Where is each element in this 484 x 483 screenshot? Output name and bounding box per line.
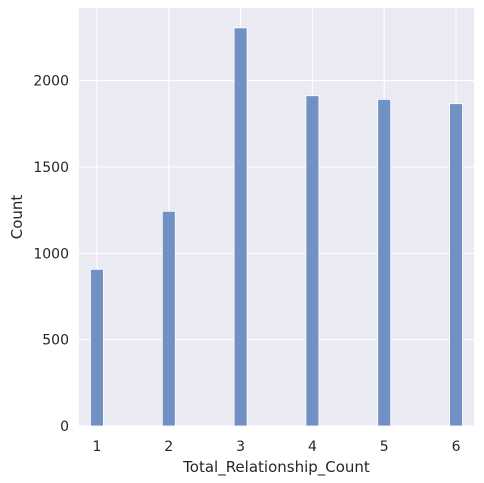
y-tick-labels: 0 500 1000 1500 2000 — [33, 74, 69, 435]
x-axis-label: Total_Relationship_Count — [182, 458, 370, 477]
bar-5 — [377, 98, 392, 427]
x-tick-label: 6 — [452, 439, 461, 455]
y-tick-label: 1500 — [33, 160, 69, 176]
x-tick-label: 5 — [380, 439, 389, 455]
bar-6 — [449, 103, 463, 427]
bars — [90, 27, 463, 427]
x-tick-label: 1 — [92, 439, 101, 455]
bar-2 — [161, 210, 176, 427]
y-tick-label: 2000 — [33, 74, 69, 90]
bar-4 — [305, 95, 320, 427]
x-tick-label: 4 — [308, 439, 317, 455]
bar-1 — [90, 268, 104, 427]
x-tick-label: 2 — [164, 439, 173, 455]
y-tick-label: 500 — [42, 333, 69, 349]
bar-3 — [233, 27, 248, 427]
x-tick-labels: 1 2 3 4 5 6 — [92, 439, 460, 455]
y-axis-label: Count — [8, 195, 26, 240]
plot-area — [79, 8, 474, 426]
x-tick-label: 3 — [236, 439, 245, 455]
y-tick-label: 0 — [60, 419, 69, 435]
y-tick-label: 1000 — [33, 246, 69, 262]
